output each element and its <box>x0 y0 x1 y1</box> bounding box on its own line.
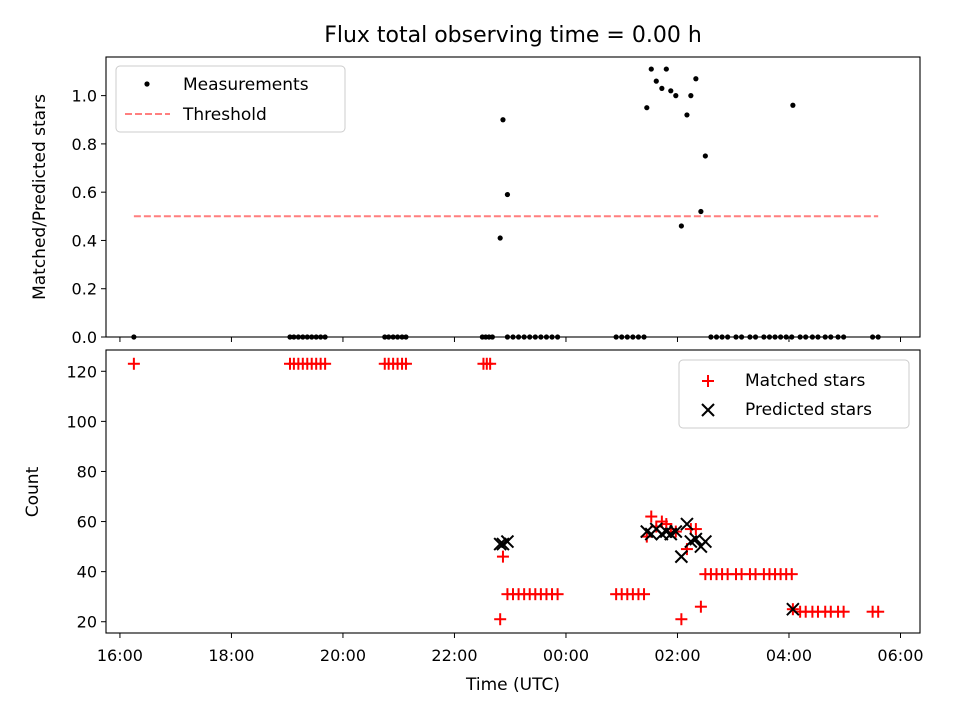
bottom-y-axis-label: Count <box>23 466 43 517</box>
bottom-panel: 20 40 60 80 100 120 16:00 18:00 20:00 22:00 00:00 0… <box>23 349 924 695</box>
chart-title: Flux total observing time = 0.00 h <box>324 23 702 48</box>
measurement-point <box>698 208 704 215</box>
top-legend-box <box>115 65 346 133</box>
top-y-tick-label: 0.0 <box>72 328 97 347</box>
measurement-point <box>678 223 684 229</box>
x-axis-label: Time (UTC) <box>465 675 560 695</box>
legend-measurement-marker <box>144 81 150 87</box>
matched-star-point <box>694 600 707 613</box>
bottom-legend-box <box>678 359 910 429</box>
matched-star-point <box>785 568 798 581</box>
predicted-star-point <box>680 517 694 531</box>
matched-star-point <box>484 357 497 370</box>
legend-predicted-marker <box>701 403 715 417</box>
legend-matched-marker <box>702 375 714 387</box>
top-axes-frame <box>105 56 921 338</box>
matched-star-point <box>494 613 507 626</box>
top-legend: Measurements Threshold <box>115 65 346 133</box>
measurement-point <box>790 102 796 108</box>
measurement-point <box>688 93 694 99</box>
top-y-tick-label: 0.8 <box>72 135 97 154</box>
top-y-axis-label: Matched/Predicted stars <box>30 94 50 300</box>
measurement-point <box>684 112 690 118</box>
bottom-axes-frame <box>105 349 921 634</box>
legend-predicted-label: Predicted stars <box>745 400 872 420</box>
measurement-point <box>500 117 506 123</box>
matched-star-point <box>675 613 688 626</box>
predicted-star-point <box>493 537 507 551</box>
bottom-legend: Matched stars Predicted stars <box>678 359 910 429</box>
predicted-star-point <box>674 549 689 564</box>
measurement-point <box>668 88 674 94</box>
top-y-tick-label: 0.2 <box>72 280 97 299</box>
measurement-point <box>644 105 650 111</box>
measurement-point <box>693 76 699 82</box>
matched-star-point <box>496 550 509 563</box>
bottom-y-tick-label: 80 <box>77 462 97 481</box>
top-panel: 0.0 0.2 0.4 0.6 0.8 1.0 Matched/Predicted sta… <box>30 56 921 347</box>
matched-star-point <box>399 357 412 370</box>
x-tick-label: 22:00 <box>431 646 477 665</box>
matched-star-point <box>837 605 850 618</box>
legend-measurements-label: Measurements <box>183 75 309 95</box>
x-tick-label: 04:00 <box>766 646 812 665</box>
top-tick-group: 0.0 0.2 0.4 0.6 0.8 1.0 <box>72 87 901 347</box>
matched-star-point <box>872 605 885 618</box>
bottom-plot-area <box>127 357 885 626</box>
x-tick-label: 06:00 <box>877 646 923 665</box>
matched-star-point <box>645 510 658 523</box>
predicted-star-point <box>669 524 683 539</box>
bottom-y-tick-label: 40 <box>77 563 97 582</box>
x-tick-label: 16:00 <box>97 646 143 665</box>
x-tick-label: 02:00 <box>654 646 700 665</box>
x-tick-label: 00:00 <box>543 646 589 665</box>
matched-star-point <box>638 588 651 601</box>
measurement-point <box>673 93 679 99</box>
bottom-y-tick-label: 20 <box>77 613 97 632</box>
bottom-y-tick-label: 60 <box>77 513 97 532</box>
top-y-tick-label: 1.0 <box>72 87 97 106</box>
top-y-tick-label: 0.4 <box>72 231 97 250</box>
x-tick-label: 20:00 <box>320 646 366 665</box>
predicted-star-point <box>698 534 713 549</box>
measurement-point <box>702 153 708 159</box>
measurement-point <box>663 66 669 72</box>
x-tick-label: 18:00 <box>208 646 254 665</box>
predicted-star-point <box>500 534 515 549</box>
legend-matched-label: Matched stars <box>745 371 865 391</box>
bottom-tick-group: 20 40 60 80 100 120 16:00 18:00 20:00 22:00 00:00 0… <box>66 362 923 665</box>
bottom-y-tick-label: 120 <box>66 362 97 381</box>
predicted-star-point <box>786 602 800 616</box>
measurement-point <box>497 235 503 241</box>
matched-star-point <box>551 588 564 601</box>
legend-threshold-label: Threshold <box>182 105 267 125</box>
matched-star-point <box>319 357 332 370</box>
measurement-point <box>648 66 654 72</box>
top-y-tick-label: 0.6 <box>72 183 97 202</box>
bottom-y-tick-label: 100 <box>66 412 97 431</box>
matched-star-point <box>127 357 140 370</box>
measurement-point <box>653 78 659 84</box>
measurement-point <box>504 191 511 198</box>
measurement-point <box>659 85 665 91</box>
